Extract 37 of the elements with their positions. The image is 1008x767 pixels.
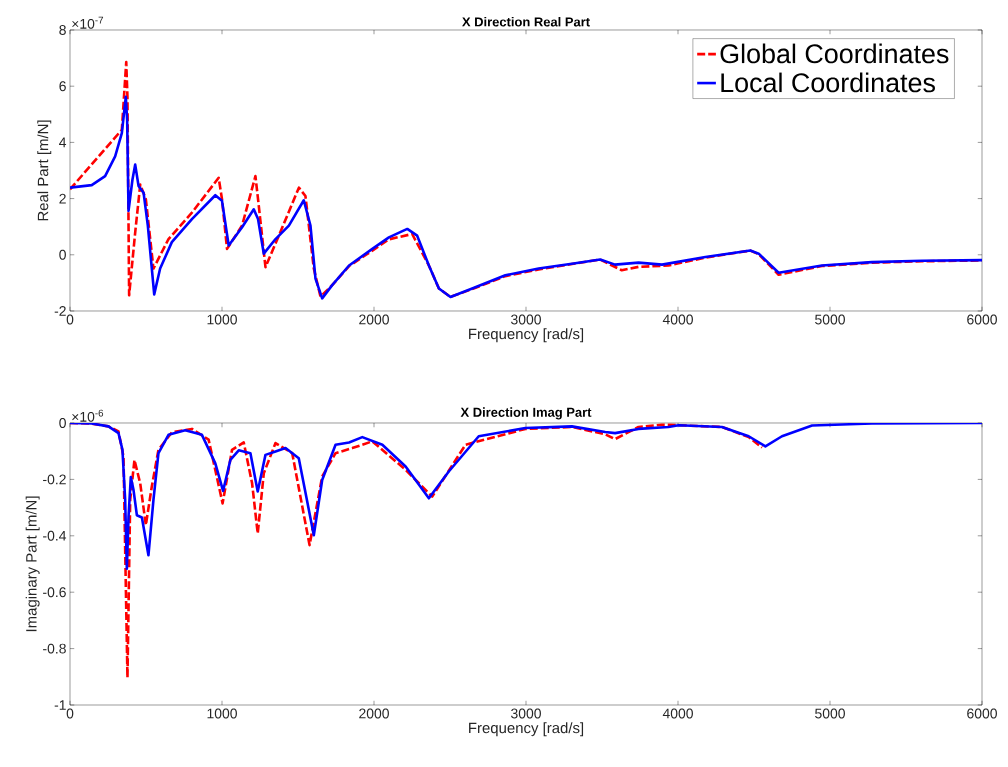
- x-tick-label: 6000: [967, 708, 997, 719]
- y-tick-label: 0: [59, 249, 66, 260]
- x-tick-label: 5000: [815, 708, 845, 719]
- y-tick-label: -1: [54, 700, 66, 710]
- y-tick-label: 8: [59, 25, 66, 35]
- chart-title: X Direction Imag Part: [460, 407, 592, 420]
- x-tick-label: 2000: [359, 314, 389, 325]
- x-tick-label: 6000: [967, 314, 997, 325]
- y-tick-label: -0.2: [43, 474, 66, 485]
- y-tick-label: 0: [59, 418, 66, 428]
- x-tick-label: 4000: [662, 314, 693, 325]
- x-tick-label: 0: [66, 708, 74, 719]
- text: ×10$^{-6}$: [72, 409, 104, 422]
- legend-label: Local Coordinates: [721, 72, 935, 93]
- y-tick-label: -0.4: [43, 530, 67, 541]
- y-tick-label: 4: [59, 137, 67, 148]
- line-series: [70, 423, 983, 571]
- y-axis-title: Real Part [m/N]: [37, 120, 52, 221]
- x-tick-label: 1000: [207, 708, 237, 719]
- y-tick-label: -2: [54, 306, 66, 316]
- x-axis-title: Frequency [rad/s]: [469, 328, 584, 343]
- x-tick-label: 0: [66, 314, 74, 325]
- y-tick-label: -0.6: [43, 587, 66, 598]
- legend-label: Global Coordinates: [720, 43, 949, 64]
- y-tick-label: 2: [59, 193, 66, 204]
- x-tick-label: 3000: [511, 314, 541, 325]
- chart-title: X Direction Real Part: [462, 16, 590, 27]
- x-axis-title: Frequency [rad/s]: [469, 722, 584, 737]
- x-tick-label: 4000: [662, 708, 693, 719]
- x-tick-label: 1000: [207, 314, 237, 325]
- y-axis-title: Imaginary Part [m/N]: [25, 496, 40, 632]
- text: ×10$^{-7}$: [72, 16, 104, 29]
- x-tick-label: 5000: [815, 314, 845, 325]
- y-tick-label: 6: [59, 81, 66, 92]
- x-tick-label: 3000: [511, 708, 541, 719]
- x-tick-label: 2000: [359, 708, 389, 719]
- y-tick-label: -0.8: [43, 643, 66, 654]
